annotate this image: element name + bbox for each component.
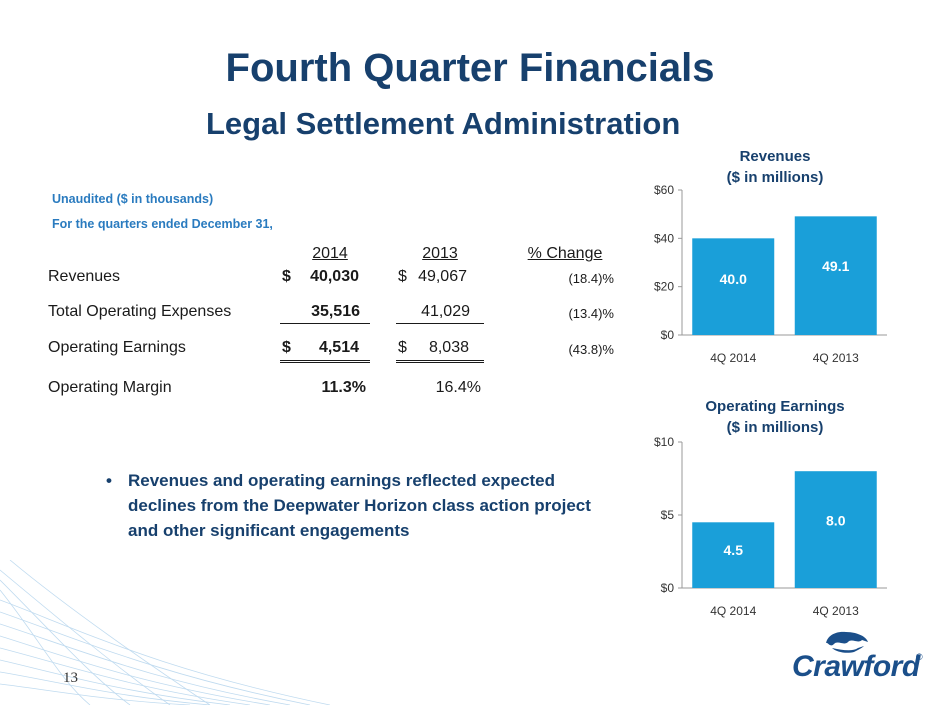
- row-label-operating-margin: Operating Margin: [48, 379, 172, 396]
- percent-change: (13.4)%: [568, 306, 614, 321]
- page-title: Fourth Quarter Financials: [225, 46, 715, 90]
- percent-change: (18.4)%: [568, 271, 614, 286]
- percent-change: (43.8)%: [568, 342, 614, 357]
- registered-mark: ®: [916, 652, 923, 662]
- bar-value-label: 40.0: [720, 271, 747, 287]
- revenues-chart-title: Revenues ($ in millions): [690, 146, 860, 188]
- bar: [692, 522, 775, 588]
- chart-title: Operating Earnings: [705, 398, 845, 415]
- table-note-unaudited: Unaudited ($ in thousands): [52, 192, 214, 206]
- row-label-operating-expenses: Total Operating Expenses: [48, 303, 232, 320]
- bullet-text: Revenues and operating earnings reflecte…: [128, 471, 591, 540]
- y-tick-label: $0: [661, 581, 675, 595]
- y-tick-label: $0: [661, 328, 675, 342]
- row-label-revenues: Revenues: [48, 268, 121, 285]
- x-category-label: 4Q 2013: [813, 604, 859, 618]
- value-2014: 40,030: [310, 268, 359, 285]
- chart-subtitle: ($ in millions): [726, 419, 824, 436]
- decorative-swoosh: [0, 560, 330, 705]
- y-tick-label: $60: [654, 183, 674, 197]
- x-category-label: 4Q 2014: [710, 351, 756, 365]
- bar: [794, 216, 877, 335]
- bar: [692, 238, 775, 335]
- chart-subtitle: ($ in millions): [726, 169, 824, 186]
- double-underline: [396, 339, 484, 363]
- y-tick-label: $10: [654, 435, 674, 449]
- value-2014: 11.3%: [321, 379, 366, 396]
- logo-wordmark: Crawford: [792, 650, 920, 683]
- row-label-operating-earnings: Operating Earnings: [48, 339, 186, 356]
- currency-symbol: $: [398, 268, 407, 285]
- operating-earnings-chart-title: Operating Earnings ($ in millions): [690, 396, 860, 438]
- x-category-label: 4Q 2013: [813, 351, 859, 365]
- crawford-logo: Crawford ®: [790, 630, 925, 686]
- y-tick-label: $20: [654, 280, 674, 294]
- y-tick-label: $40: [654, 231, 674, 245]
- value-2013: 8,038: [428, 339, 469, 356]
- column-header-change: % Change: [527, 245, 603, 262]
- currency-symbol: $: [398, 339, 407, 356]
- column-header-2013: 2013: [422, 245, 458, 262]
- globe-icon: [826, 631, 868, 653]
- bar-value-label: 4.5: [724, 542, 744, 558]
- value-2013: 16.4%: [435, 379, 481, 396]
- revenues-bar-chart: $0 $20 $40 $60 40.0 4Q 2014 49.1 4Q 2013: [654, 183, 887, 365]
- bullet-marker: •: [106, 471, 112, 490]
- bar: [794, 471, 877, 588]
- value-2014: 35,516: [280, 303, 370, 324]
- double-underline: [280, 339, 370, 363]
- bar-value-label: 49.1: [822, 258, 849, 274]
- operating-earnings-bar-chart: $0 $5 $10 4.5 4Q 2014 8.0 4Q 2013: [654, 435, 887, 618]
- value-2013: 41,029: [396, 303, 484, 324]
- bar-value-label: 8.0: [826, 512, 846, 528]
- table-note-period: For the quarters ended December 31,: [52, 217, 273, 231]
- value-2013: 49,067: [418, 268, 467, 285]
- currency-symbol: $: [282, 339, 291, 356]
- chart-title: Revenues: [739, 148, 811, 165]
- x-category-label: 4Q 2014: [710, 604, 756, 618]
- currency-symbol: $: [282, 268, 291, 285]
- page-number: 13: [63, 670, 78, 686]
- page-subtitle: Legal Settlement Administration: [206, 106, 681, 141]
- value-2014: 4,514: [318, 339, 359, 356]
- y-tick-label: $5: [661, 508, 675, 522]
- column-header-2014: 2014: [312, 245, 348, 262]
